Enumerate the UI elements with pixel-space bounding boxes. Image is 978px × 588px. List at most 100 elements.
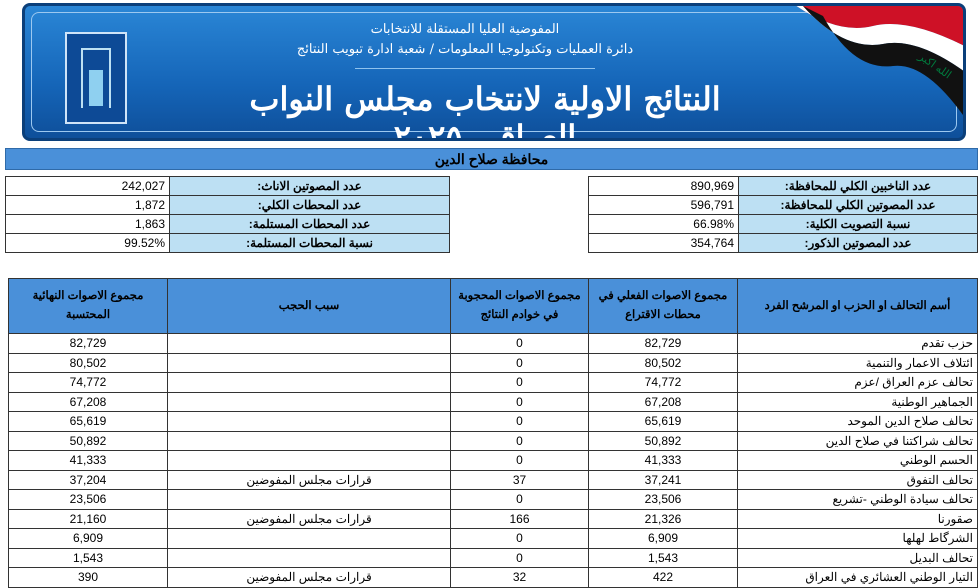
summary-table-left: 242,027 عدد المصوتين الاناث: 1,872 عدد الم… bbox=[5, 176, 450, 253]
table-row: 390 قرارات مجلس المفوضين 32 422 التيار الوطن… bbox=[8, 567, 978, 588]
party-name-cell: الجماهير الوطنية bbox=[737, 391, 978, 412]
summary-value: 1,863 bbox=[5, 214, 170, 234]
summary-value: 890,969 bbox=[588, 176, 739, 196]
withheld-votes-cell: 0 bbox=[450, 333, 589, 354]
actual-votes-cell: 23,506 bbox=[588, 489, 738, 510]
table-row: 41,333 0 41,333 الحسم الوطني bbox=[8, 450, 978, 471]
summary-value: 66.98% bbox=[588, 214, 739, 234]
summary-row: 354,764 عدد المصوتين الذكور: bbox=[588, 233, 978, 253]
actual-votes-cell: 80,502 bbox=[588, 352, 738, 373]
table-row: 67,208 0 67,208 الجماهير الوطنية bbox=[8, 391, 978, 412]
table-row: 65,619 0 65,619 تحالف صلاح الدين الموحد bbox=[8, 411, 978, 432]
header-banner: الله اكبر المفوضية العليا المستقلة للانت… bbox=[22, 3, 966, 141]
withheld-votes-cell: 0 bbox=[450, 489, 589, 510]
party-name-cell: الشرگاط لهلها bbox=[737, 528, 978, 549]
summary-table-right: 890,969 عدد الناخبين الكلي للمحافظة: 596,… bbox=[588, 176, 978, 253]
withheld-votes-cell: 32 bbox=[450, 567, 589, 588]
summary-label: عدد المصوتين الكلي للمحافظة: bbox=[738, 195, 978, 215]
actual-votes-cell: 50,892 bbox=[588, 430, 738, 451]
table-row: 80,502 0 80,502 ائتلاف الاعمار والتنمية bbox=[8, 352, 978, 373]
logo-figure-icon bbox=[81, 48, 111, 108]
withheld-votes-cell: 0 bbox=[450, 411, 589, 432]
summary-label: عدد المحطات الكلي: bbox=[169, 195, 450, 215]
actual-votes-cell: 82,729 bbox=[588, 333, 738, 354]
table-row: 74,772 0 74,772 تحالف عزم العراق /عزم bbox=[8, 372, 978, 393]
actual-votes-cell: 1,543 bbox=[588, 547, 738, 568]
header-actual-votes: مجموع الاصوات الفعلي في محطات الاقتراع bbox=[588, 278, 738, 334]
final-votes-cell: 37,204 bbox=[8, 469, 168, 490]
party-name-cell: تحالف البديل bbox=[737, 547, 978, 568]
department-name: دائرة العمليات وتكنولوجيا المعلومات / شع… bbox=[296, 42, 634, 57]
actual-votes-cell: 65,619 bbox=[588, 411, 738, 432]
withhold-reason-cell bbox=[167, 352, 451, 373]
summary-value: 242,027 bbox=[5, 176, 170, 196]
actual-votes-cell: 21,326 bbox=[588, 508, 738, 529]
summary-value: 354,764 bbox=[588, 233, 739, 253]
final-votes-cell: 21,160 bbox=[8, 508, 168, 529]
summary-value: 1,872 bbox=[5, 195, 170, 215]
results-header-row: مجموع الاصوات النهائية المحتسبة سبب الحج… bbox=[8, 278, 978, 334]
party-name-cell: حزب تقدم bbox=[737, 333, 978, 354]
summary-label: عدد المحطات المستلمة: bbox=[169, 214, 450, 234]
party-name-cell: تحالف شراكتنا في صلاح الدين bbox=[737, 430, 978, 451]
actual-votes-cell: 37,241 bbox=[588, 469, 738, 490]
iraq-flag-icon: الله اكبر bbox=[796, 6, 963, 116]
results-table: مجموع الاصوات النهائية المحتسبة سبب الحج… bbox=[8, 278, 978, 588]
final-votes-cell: 6,909 bbox=[8, 528, 168, 549]
party-name-cell: تحالف التفوق bbox=[737, 469, 978, 490]
summary-row: 596,791 عدد المصوتين الكلي للمحافظة: bbox=[588, 195, 978, 215]
actual-votes-cell: 67,208 bbox=[588, 391, 738, 412]
withheld-votes-cell: 0 bbox=[450, 528, 589, 549]
summary-value: 99.52% bbox=[5, 233, 170, 253]
withhold-reason-cell bbox=[167, 528, 451, 549]
summary-row: 242,027 عدد المصوتين الاناث: bbox=[5, 176, 450, 196]
summary-row: 1,872 عدد المحطات الكلي: bbox=[5, 195, 450, 215]
withhold-reason-cell bbox=[167, 372, 451, 393]
summary-label: عدد المصوتين الاناث: bbox=[169, 176, 450, 196]
summary-label: نسبة المحطات المستلمة: bbox=[169, 233, 450, 253]
withhold-reason-cell: قرارات مجلس المفوضين bbox=[167, 508, 451, 529]
final-votes-cell: 80,502 bbox=[8, 352, 168, 373]
withheld-votes-cell: 0 bbox=[450, 372, 589, 393]
ihec-logo bbox=[65, 32, 127, 124]
table-row: 21,160 قرارات مجلس المفوضين 166 21,326 صقورن… bbox=[8, 508, 978, 529]
org-name: المفوضية العليا المستقلة للانتخابات bbox=[370, 22, 560, 37]
withhold-reason-cell bbox=[167, 547, 451, 568]
party-name-cell: تحالف عزم العراق /عزم bbox=[737, 372, 978, 393]
party-name-cell: تحالف سيادة الوطني -تشريع bbox=[737, 489, 978, 510]
party-name-cell: الحسم الوطني bbox=[737, 450, 978, 471]
summary-row: 1,863 عدد المحطات المستلمة: bbox=[5, 214, 450, 234]
summary-label: نسبة التصويت الكلية: bbox=[738, 214, 978, 234]
party-name-cell: صقورنا bbox=[737, 508, 978, 529]
final-votes-cell: 82,729 bbox=[8, 333, 168, 354]
withheld-votes-cell: 166 bbox=[450, 508, 589, 529]
page-title: النتائج الاولية لانتخاب مجلس النواب العر… bbox=[249, 80, 721, 141]
withheld-votes-cell: 0 bbox=[450, 547, 589, 568]
summary-value: 596,791 bbox=[588, 195, 739, 215]
withhold-reason-cell bbox=[167, 411, 451, 432]
header-withheld-votes: مجموع الاصوات المحجوبة في خوادم النتائج bbox=[450, 278, 589, 334]
withheld-votes-cell: 0 bbox=[450, 450, 589, 471]
final-votes-cell: 65,619 bbox=[8, 411, 168, 432]
final-votes-cell: 1,543 bbox=[8, 547, 168, 568]
actual-votes-cell: 6,909 bbox=[588, 528, 738, 549]
withhold-reason-cell bbox=[167, 391, 451, 412]
withhold-reason-cell: قرارات مجلس المفوضين bbox=[167, 469, 451, 490]
final-votes-cell: 67,208 bbox=[8, 391, 168, 412]
actual-votes-cell: 41,333 bbox=[588, 450, 738, 471]
party-name-cell: تحالف صلاح الدين الموحد bbox=[737, 411, 978, 432]
table-row: 37,204 قرارات مجلس المفوضين 37 37,241 تحالف … bbox=[8, 469, 978, 490]
table-row: 1,543 0 1,543 تحالف البديل bbox=[8, 547, 978, 568]
party-name-cell: ائتلاف الاعمار والتنمية bbox=[737, 352, 978, 373]
final-votes-cell: 41,333 bbox=[8, 450, 168, 471]
actual-votes-cell: 74,772 bbox=[588, 372, 738, 393]
withhold-reason-cell bbox=[167, 430, 451, 451]
withheld-votes-cell: 0 bbox=[450, 430, 589, 451]
withhold-reason-cell bbox=[167, 333, 451, 354]
header-final-votes: مجموع الاصوات النهائية المحتسبة bbox=[8, 278, 168, 334]
table-row: 6,909 0 6,909 الشرگاط لهلها bbox=[8, 528, 978, 549]
final-votes-cell: 74,772 bbox=[8, 372, 168, 393]
withhold-reason-cell: قرارات مجلس المفوضين bbox=[167, 567, 451, 588]
withheld-votes-cell: 0 bbox=[450, 391, 589, 412]
summary-label: عدد الناخبين الكلي للمحافظة: bbox=[738, 176, 978, 196]
